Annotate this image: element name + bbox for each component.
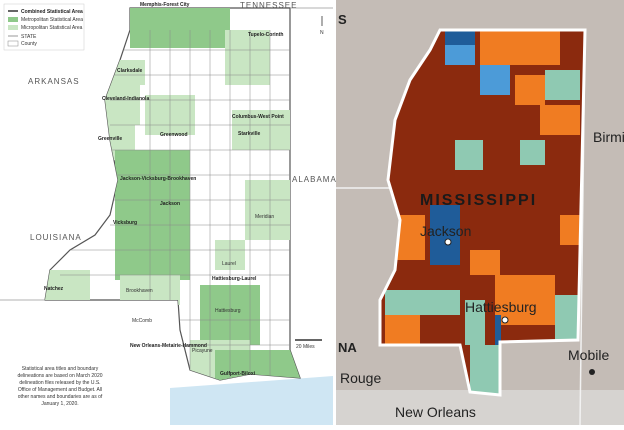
state-label: ALABAMA bbox=[292, 175, 337, 184]
area-label: Hattiesburg bbox=[215, 308, 241, 314]
note: Statistical area titles and boundary del… bbox=[17, 366, 102, 407]
note-line: other names and boundaries are as of bbox=[18, 394, 103, 400]
county bbox=[555, 295, 580, 340]
counties bbox=[385, 30, 580, 395]
note-line: delineation files released by the U.S. bbox=[19, 380, 100, 386]
state-label: S bbox=[338, 12, 347, 27]
county bbox=[495, 315, 501, 345]
state-label: MISSISSIPPI bbox=[420, 192, 537, 209]
legend-label: Metropolitan Statistical Area bbox=[21, 17, 83, 23]
county bbox=[515, 75, 545, 105]
micro-area bbox=[245, 180, 290, 240]
legend: Combined Statistical Area Metropolitan S… bbox=[3, 3, 85, 51]
area-label: Brookhaven bbox=[126, 288, 153, 294]
county-lines bbox=[60, 30, 290, 380]
legend-swatch bbox=[8, 25, 18, 30]
area-label: McComb bbox=[132, 318, 152, 324]
county bbox=[445, 45, 475, 65]
area-label: Cleveland-Indianola bbox=[102, 96, 149, 102]
county bbox=[470, 250, 500, 275]
county bbox=[520, 140, 545, 165]
city-label: Rouge bbox=[340, 370, 381, 386]
right-map: MISSISSIPPI Jackson Hattiesburg Birmi Mo… bbox=[336, 0, 624, 426]
area-label: New Orleans-Metairie-Hammond bbox=[130, 343, 207, 349]
county bbox=[545, 70, 580, 100]
county bbox=[385, 290, 460, 315]
note-line: January 1, 2020. bbox=[41, 401, 78, 407]
area-label: Natchez bbox=[44, 286, 64, 292]
note-line: Statistical area titles and boundary bbox=[22, 366, 99, 372]
legend-label: County bbox=[21, 41, 37, 47]
micro-area bbox=[45, 270, 90, 305]
scale-label: 20 Miles bbox=[296, 344, 315, 350]
county bbox=[540, 105, 580, 135]
legend-label: STATE bbox=[21, 34, 37, 40]
state-label: NA bbox=[338, 340, 357, 355]
state-label: LOUISIANA bbox=[30, 233, 82, 242]
area-label: Columbus-West Point bbox=[232, 114, 284, 120]
legend-label: Combined Statistical Area bbox=[21, 9, 83, 15]
city-label: Birmi bbox=[593, 129, 624, 145]
area-label: Greenwood bbox=[160, 132, 188, 138]
county bbox=[430, 205, 460, 265]
north-label: N bbox=[320, 30, 324, 36]
county bbox=[465, 300, 485, 345]
city-label: Mobile bbox=[568, 347, 609, 363]
left-map: Combined Statistical Area Metropolitan S… bbox=[0, 0, 337, 425]
statistical-areas bbox=[45, 8, 300, 380]
state-label: ARKANSAS bbox=[28, 77, 80, 86]
metro-area bbox=[130, 8, 230, 48]
legend-swatch bbox=[8, 17, 18, 22]
area-label: Laurel bbox=[222, 261, 236, 267]
city-label: Hattiesburg bbox=[465, 299, 537, 315]
note-line: delineations are based on March 2020 bbox=[17, 373, 102, 379]
city-dot bbox=[444, 238, 452, 246]
area-label: Jackson bbox=[160, 201, 180, 207]
metro-area bbox=[115, 150, 190, 280]
area-label: Tupelo-Corinth bbox=[248, 32, 283, 38]
gulf bbox=[170, 376, 333, 425]
micro-area bbox=[225, 30, 270, 85]
county bbox=[480, 65, 510, 95]
county bbox=[560, 215, 580, 245]
area-label: Memphis-Forest City bbox=[140, 2, 190, 8]
city-dot bbox=[501, 316, 509, 324]
city-label: New Orleans bbox=[395, 404, 476, 420]
state-outline bbox=[378, 28, 587, 397]
note-line: Office of Management and Budget. All bbox=[18, 387, 102, 393]
city-dot bbox=[589, 369, 595, 375]
state-label: TENNESSEE bbox=[240, 1, 297, 10]
area-label: Clarksdale bbox=[117, 68, 143, 74]
area-label: Starkville bbox=[238, 131, 260, 137]
county bbox=[385, 315, 420, 345]
area-label: Vicksburg bbox=[113, 220, 137, 226]
area-label: Greenville bbox=[98, 136, 122, 142]
area-label: Gulfport-Biloxi bbox=[220, 371, 256, 377]
county bbox=[455, 140, 483, 170]
coast bbox=[336, 390, 624, 425]
legend-swatch bbox=[7, 40, 19, 47]
area-label: Picayune bbox=[192, 348, 213, 354]
micro-area bbox=[232, 110, 290, 150]
legend-label: Micropolitan Statistical Area bbox=[21, 25, 83, 31]
area-label: Meridian bbox=[255, 214, 274, 220]
city-label: Jackson bbox=[420, 223, 471, 239]
county bbox=[480, 30, 560, 65]
area-label: Hattiesburg-Laurel bbox=[212, 276, 257, 282]
area-label: Jackson-Vicksburg-Brookhaven bbox=[120, 176, 196, 182]
